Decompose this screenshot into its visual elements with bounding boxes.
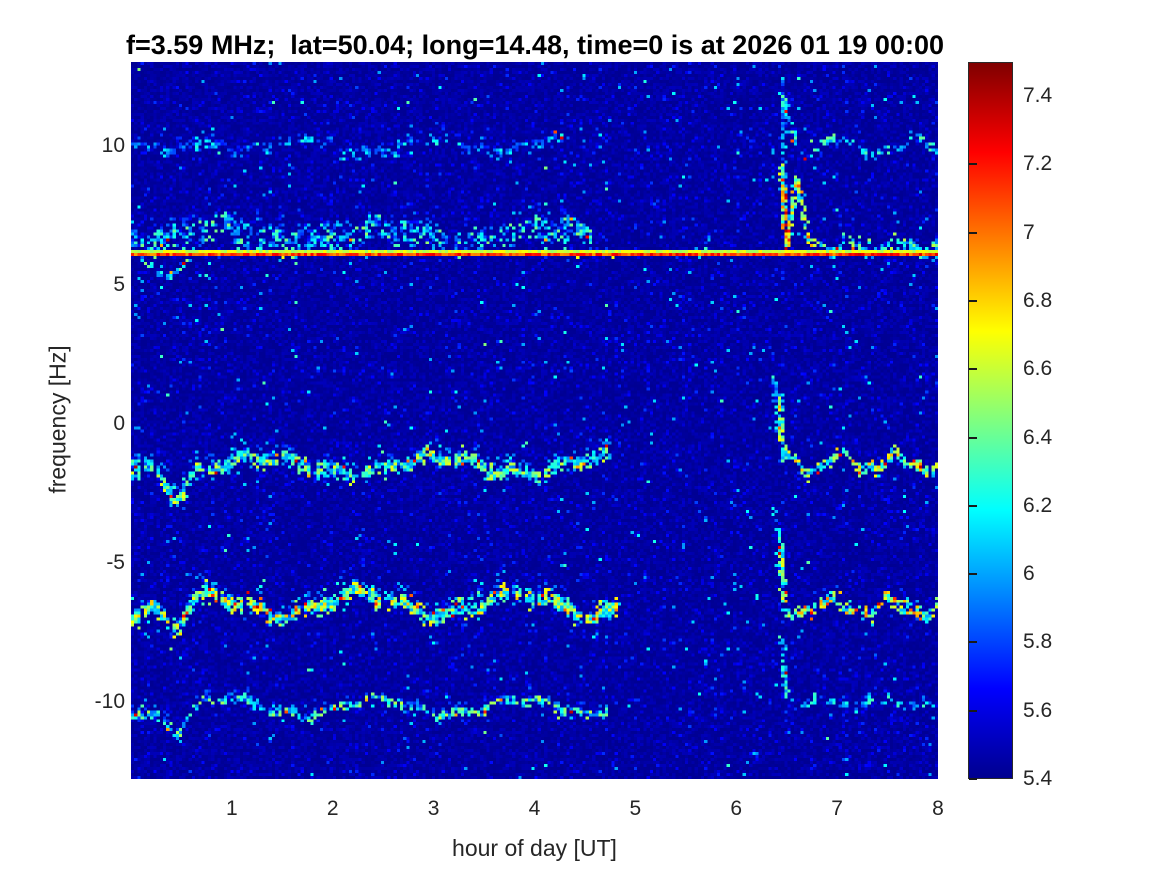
colorbar-tickmark bbox=[969, 231, 977, 234]
colorbar-tick-7: 7 bbox=[1023, 220, 1035, 244]
colorbar-tick-6.6: 6.6 bbox=[1023, 357, 1053, 381]
x-tick-7: 7 bbox=[831, 797, 843, 820]
colorbar-tickmark bbox=[969, 368, 977, 371]
colorbar-tick-7.2: 7.2 bbox=[1023, 152, 1053, 176]
x-tick-3: 3 bbox=[427, 797, 440, 820]
colorbar-tick-6.8: 6.8 bbox=[1023, 289, 1053, 312]
x-tick-8: 8 bbox=[932, 797, 944, 820]
colorbar-tickmark bbox=[969, 641, 977, 644]
colorbar-tickmark bbox=[969, 709, 977, 712]
colorbar-tick-5.4: 5.4 bbox=[1023, 767, 1053, 790]
colorbar-tickmark bbox=[969, 163, 977, 166]
colorbar-tick-7.4: 7.4 bbox=[1023, 84, 1053, 108]
colorbar-tick-6: 6 bbox=[1023, 562, 1035, 586]
x-tick-6: 6 bbox=[730, 797, 743, 820]
colorbar-tickmark bbox=[969, 436, 977, 439]
colorbar-tickmark bbox=[969, 504, 977, 507]
x-tick-1: 1 bbox=[226, 797, 238, 820]
colorbar-tick-6.4: 6.4 bbox=[1023, 425, 1053, 449]
colorbar bbox=[968, 62, 1013, 779]
x-axis-label: hour of day [UT] bbox=[452, 835, 617, 861]
colorbar-tick-5.6: 5.6 bbox=[1023, 698, 1053, 722]
colorbar-tick-6.2: 6.2 bbox=[1023, 493, 1053, 517]
y-tick--5: -5 bbox=[106, 551, 125, 575]
y-tick--10: -10 bbox=[94, 690, 125, 714]
y-tick-0: 0 bbox=[113, 411, 125, 435]
x-tick-2: 2 bbox=[326, 797, 339, 820]
x-tick-5: 5 bbox=[629, 797, 642, 820]
plot-title: f=3.59 MHz; lat=50.04; long=14.48, time=… bbox=[126, 30, 944, 60]
colorbar-tickmark bbox=[969, 300, 977, 302]
y-tick-10: 10 bbox=[101, 133, 125, 157]
y-tick-5: 5 bbox=[113, 272, 125, 296]
colorbar-tickmark bbox=[969, 573, 977, 576]
x-tick-4: 4 bbox=[528, 797, 541, 820]
colorbar-tick-5.8: 5.8 bbox=[1023, 630, 1053, 654]
colorbar-tickmark bbox=[969, 778, 977, 780]
spectrogram-image bbox=[131, 62, 938, 779]
